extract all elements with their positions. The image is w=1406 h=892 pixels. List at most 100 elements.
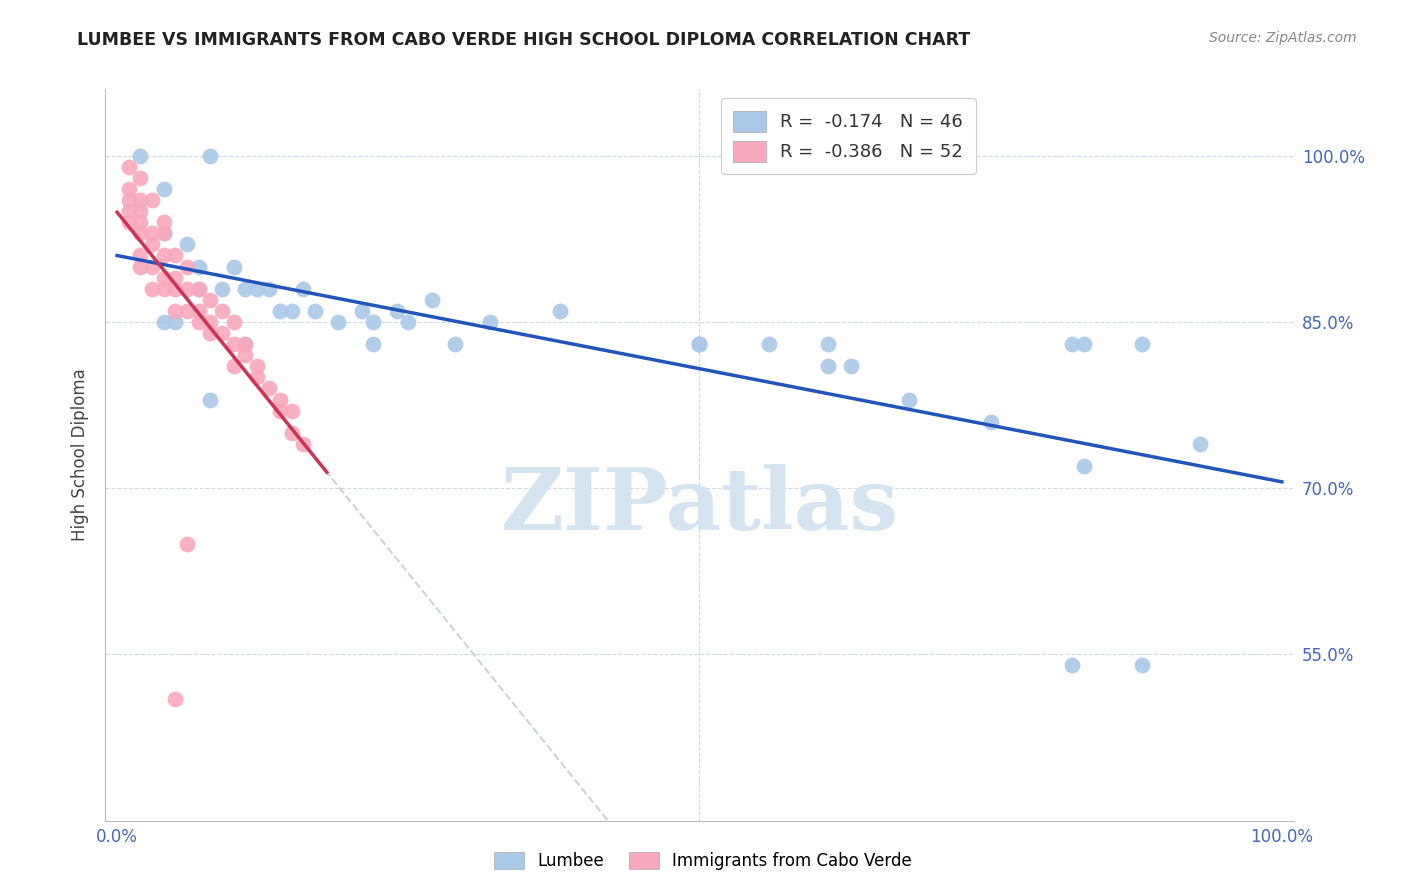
Point bbox=[304, 303, 326, 318]
Point bbox=[118, 160, 141, 174]
Point bbox=[176, 536, 198, 550]
Point bbox=[233, 282, 256, 296]
Point bbox=[269, 392, 291, 407]
Point bbox=[129, 248, 152, 262]
Text: LUMBEE VS IMMIGRANTS FROM CABO VERDE HIGH SCHOOL DIPLOMA CORRELATION CHART: LUMBEE VS IMMIGRANTS FROM CABO VERDE HIG… bbox=[77, 31, 970, 49]
Point bbox=[898, 392, 921, 407]
Point bbox=[222, 315, 245, 329]
Point bbox=[200, 315, 222, 329]
Point bbox=[246, 282, 269, 296]
Point bbox=[141, 282, 163, 296]
Point bbox=[187, 282, 209, 296]
Point bbox=[257, 282, 280, 296]
Point bbox=[152, 215, 174, 229]
Point bbox=[152, 315, 174, 329]
Point bbox=[222, 260, 245, 274]
Point bbox=[257, 381, 280, 395]
Point bbox=[839, 359, 862, 374]
Point bbox=[363, 337, 385, 351]
Point bbox=[222, 337, 245, 351]
Point bbox=[420, 293, 443, 307]
Point bbox=[246, 370, 269, 384]
Point bbox=[478, 315, 501, 329]
Point bbox=[350, 303, 373, 318]
Y-axis label: High School Diploma: High School Diploma bbox=[72, 368, 90, 541]
Point bbox=[200, 149, 222, 163]
Legend: Lumbee, Immigrants from Cabo Verde: Lumbee, Immigrants from Cabo Verde bbox=[488, 845, 918, 877]
Point bbox=[328, 315, 350, 329]
Point bbox=[281, 303, 304, 318]
Point bbox=[129, 215, 152, 229]
Point bbox=[141, 193, 163, 207]
Point bbox=[211, 326, 233, 340]
Point bbox=[152, 282, 174, 296]
Point bbox=[129, 149, 152, 163]
Point bbox=[396, 315, 419, 329]
Point bbox=[176, 282, 198, 296]
Point bbox=[211, 303, 233, 318]
Point bbox=[281, 425, 304, 440]
Point bbox=[1189, 437, 1212, 451]
Point bbox=[176, 237, 198, 252]
Point bbox=[152, 227, 174, 241]
Point bbox=[689, 337, 711, 351]
Point bbox=[200, 326, 222, 340]
Point bbox=[141, 237, 163, 252]
Point bbox=[165, 270, 187, 285]
Point bbox=[165, 315, 187, 329]
Point bbox=[222, 359, 245, 374]
Point bbox=[211, 282, 233, 296]
Point bbox=[200, 392, 222, 407]
Point bbox=[129, 170, 152, 185]
Point bbox=[233, 337, 256, 351]
Point bbox=[165, 248, 187, 262]
Point bbox=[152, 227, 174, 241]
Point bbox=[246, 359, 269, 374]
Point bbox=[176, 260, 198, 274]
Point bbox=[817, 337, 839, 351]
Point bbox=[129, 227, 152, 241]
Point bbox=[269, 303, 291, 318]
Point bbox=[165, 282, 187, 296]
Point bbox=[1073, 458, 1095, 473]
Point bbox=[152, 248, 174, 262]
Point bbox=[129, 193, 152, 207]
Point bbox=[118, 204, 141, 219]
Point bbox=[152, 270, 174, 285]
Point bbox=[118, 182, 141, 196]
Text: Source: ZipAtlas.com: Source: ZipAtlas.com bbox=[1209, 31, 1357, 45]
Point bbox=[165, 303, 187, 318]
Point bbox=[187, 282, 209, 296]
Legend: R =  -0.174   N = 46, R =  -0.386   N = 52: R = -0.174 N = 46, R = -0.386 N = 52 bbox=[721, 98, 976, 174]
Point bbox=[118, 215, 141, 229]
Point bbox=[1130, 337, 1153, 351]
Point bbox=[292, 282, 315, 296]
Point bbox=[187, 303, 209, 318]
Point bbox=[363, 315, 385, 329]
Point bbox=[187, 260, 209, 274]
Point bbox=[385, 303, 408, 318]
Point bbox=[1062, 658, 1084, 673]
Point bbox=[118, 193, 141, 207]
Point bbox=[233, 337, 256, 351]
Point bbox=[980, 415, 1002, 429]
Point bbox=[1130, 658, 1153, 673]
Point bbox=[152, 182, 174, 196]
Point bbox=[187, 315, 209, 329]
Point bbox=[129, 204, 152, 219]
Point bbox=[292, 437, 315, 451]
Point bbox=[817, 359, 839, 374]
Point bbox=[141, 260, 163, 274]
Point bbox=[165, 691, 187, 706]
Point bbox=[444, 337, 467, 351]
Point bbox=[281, 403, 304, 417]
Point bbox=[689, 337, 711, 351]
Point bbox=[141, 227, 163, 241]
Point bbox=[689, 337, 711, 351]
Point bbox=[1062, 337, 1084, 351]
Point bbox=[548, 303, 571, 318]
Text: ZIPatlas: ZIPatlas bbox=[501, 464, 898, 548]
Point bbox=[176, 303, 198, 318]
Point bbox=[233, 348, 256, 362]
Point bbox=[1073, 337, 1095, 351]
